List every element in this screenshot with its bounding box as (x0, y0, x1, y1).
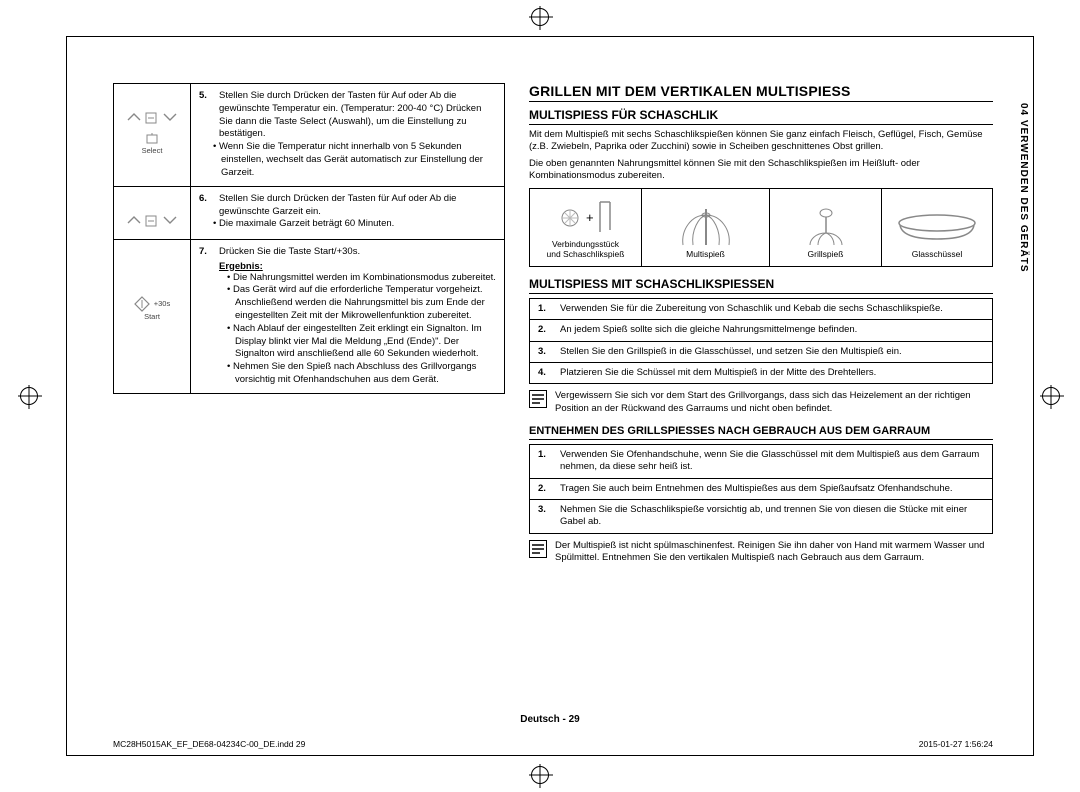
step5-number: 5. (199, 90, 213, 141)
subheading-schaschlik: MULTISPIESS FÜR SCHASCHLIK (529, 108, 993, 125)
step7-text: Drücken Sie die Taste Start/+30s. (219, 246, 360, 259)
grillspit-icon (796, 205, 856, 247)
result-label: Ergebnis: (219, 261, 263, 272)
s1-t4: Platzieren Sie die Schüssel mit dem Mult… (560, 367, 876, 379)
s1-n1: 1. (538, 303, 552, 315)
registration-mark-left (20, 387, 38, 405)
step6-icon-cell (114, 186, 191, 239)
part-multispit: Multispieß (642, 189, 770, 266)
svg-text:+: + (586, 210, 594, 225)
s2-t3: Nehmen Sie die Schaschlikspieße vorsicht… (560, 504, 984, 529)
select-icon (145, 132, 159, 146)
step5-text-cell: 5. Stellen Sie durch Drücken der Tasten … (191, 84, 505, 187)
instructions-box-1: 1. Verwenden Sie für die Zubereitung von … (529, 298, 993, 384)
start-label: Start (122, 312, 182, 321)
note-1: Vergewissern Sie sich vor dem Start des … (529, 390, 993, 415)
steps-table: Select 5. Stellen Sie durch Drücken der … (113, 83, 505, 394)
step6-number: 6. (199, 193, 213, 219)
result-b3: Nach Ablauf der eingestellten Zeit erkli… (199, 323, 496, 361)
plus30s-label: +30s (154, 299, 170, 308)
result-b1: Die Nahrungsmittel werden im Kombination… (199, 272, 496, 285)
part-connector: + Verbindungsstück und Schaschlikspieß (530, 189, 642, 266)
intro-para-2: Die oben genannten Nahrungsmittel können… (529, 158, 993, 183)
step5-bullet: Wenn Sie die Temperatur nicht innerhalb … (199, 141, 496, 179)
intro-para-1: Mit dem Multispieß mit sechs Schaschliks… (529, 129, 993, 154)
part4-label: Glasschüssel (912, 250, 963, 260)
note-2: Der Multispieß ist nicht spülmaschinenfe… (529, 540, 993, 565)
registration-mark-bottom (531, 766, 549, 784)
main-heading: GRILLEN MIT DEM VERTIKALEN MULTISPIESS (529, 83, 993, 102)
registration-mark-right (1042, 387, 1060, 405)
right-column: GRILLEN MIT DEM VERTIKALEN MULTISPIESS M… (529, 83, 993, 727)
s1-t1: Verwenden Sie für die Zubereitung von Sc… (560, 303, 943, 315)
result-b4: Nehmen Sie den Spieß nach Abschluss des … (199, 361, 496, 387)
doc-timestamp: 2015-01-27 1:56:24 (919, 739, 993, 749)
s2-n3: 3. (538, 504, 552, 529)
s1-t3: Stellen Sie den Grillspieß in die Glassc… (560, 346, 902, 358)
page-frame: 04 VERWENDEN DES GERÄTS (66, 36, 1034, 756)
part-glassbowl: Glasschüssel (882, 189, 992, 266)
doc-path: MC28H5015AK_EF_DE68-04234C-00_DE.indd 29 (113, 739, 305, 749)
glassbowl-icon (892, 205, 982, 247)
part1-label-b: und Schaschlikspieß (547, 249, 625, 259)
step7-text-cell: 7. Drücken Sie die Taste Start/+30s. Erg… (191, 239, 505, 393)
s1-n3: 3. (538, 346, 552, 358)
s1-n2: 2. (538, 324, 552, 336)
parts-diagram: + Verbindungsstück und Schaschlikspieß (529, 188, 993, 267)
s1-t2: An jedem Spieß sollte sich die gleiche N… (560, 324, 857, 336)
subheading-entnehmen: ENTNEHMEN DES GRILLSPIESSES NACH GEBRAUC… (529, 425, 993, 440)
select-label: Select (122, 146, 182, 155)
note1-text: Vergewissern Sie sich vor dem Start des … (555, 390, 993, 415)
up-down-select-icon (122, 106, 182, 130)
connector-skewer-icon: + (556, 196, 616, 236)
step7-icon-cell: +30s Start (114, 239, 191, 393)
note-icon-2 (529, 540, 547, 558)
registration-mark-top (531, 8, 549, 26)
instructions-box-2: 1. Verwenden Sie Ofenhandschuhe, wenn Sie… (529, 444, 993, 534)
multispit-icon (671, 205, 741, 247)
s2-n1: 1. (538, 449, 552, 474)
part2-label: Multispieß (686, 250, 725, 260)
s1-n4: 4. (538, 367, 552, 379)
note-icon (529, 390, 547, 408)
left-column: Select 5. Stellen Sie durch Drücken der … (113, 83, 505, 727)
part-grillspit: Grillspieß (770, 189, 882, 266)
start-diamond-icon (134, 296, 150, 312)
s2-n2: 2. (538, 483, 552, 495)
step7-number: 7. (199, 246, 213, 259)
subheading-mit-spiessen: MULTISPIESS MIT SCHASCHLIKSPIESSEN (529, 277, 993, 294)
step6-bullet: Die maximale Garzeit beträgt 60 Minuten. (199, 218, 496, 231)
up-down-icon (122, 209, 182, 233)
note2-text: Der Multispieß ist nicht spülmaschinenfe… (555, 540, 993, 565)
s2-t1: Verwenden Sie Ofenhandschuhe, wenn Sie d… (560, 449, 984, 474)
page-footer: Deutsch - 29 (67, 714, 1033, 725)
step5-icon-cell: Select (114, 84, 191, 187)
step6-text: Stellen Sie durch Drücken der Tasten für… (219, 193, 496, 219)
result-b2: Das Gerät wird auf die erforderliche Tem… (199, 284, 496, 322)
part1-label-a: Verbindungsstück (552, 239, 619, 249)
step6-text-cell: 6. Stellen Sie durch Drücken der Tasten … (191, 186, 505, 239)
step5-text: Stellen Sie durch Drücken der Tasten für… (219, 90, 496, 141)
s2-t2: Tragen Sie auch beim Entnehmen des Multi… (560, 483, 953, 495)
part3-label: Grillspieß (808, 250, 844, 260)
